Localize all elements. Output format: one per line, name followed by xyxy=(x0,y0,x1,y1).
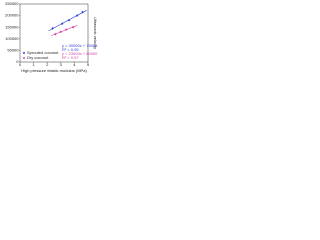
y-axis-label: Ultrasonic velocity xyxy=(93,17,98,49)
legend-label: Sprouted coconut xyxy=(27,50,59,55)
point xyxy=(54,32,57,36)
point xyxy=(71,25,75,29)
y-tick-label: 150000 xyxy=(5,24,19,29)
point xyxy=(64,28,68,31)
x-tick-label: 2 xyxy=(46,62,49,67)
x-axis-label: High pressure elastic modulus (MPa) xyxy=(21,68,87,73)
y-tick-label: 100000 xyxy=(5,36,19,41)
point xyxy=(81,10,84,14)
annotation: y = 23000x + 60000 xyxy=(62,51,98,56)
plot-frame xyxy=(19,3,89,63)
point xyxy=(60,22,64,26)
y-tick-label: 50000 xyxy=(7,47,19,52)
y-tick-label: 200000 xyxy=(5,13,19,18)
y-tick-label: 250000 xyxy=(5,1,19,6)
x-tick-label: 4 xyxy=(73,62,76,67)
legend-marker xyxy=(22,51,26,55)
annotation: R² = 0.97 xyxy=(62,55,79,60)
x-tick-label: 0 xyxy=(19,62,22,67)
x-tick-label: 3 xyxy=(60,62,63,67)
point xyxy=(67,18,71,22)
legend-label: Dry coconut xyxy=(27,55,49,60)
annotation: y = 30000x + 75000 xyxy=(62,43,98,48)
point xyxy=(51,27,54,30)
point xyxy=(75,14,79,17)
fit-line xyxy=(48,10,87,32)
x-tick-label: 1 xyxy=(32,62,35,67)
legend-marker xyxy=(22,56,26,60)
y-tick-label: 0 xyxy=(16,59,19,64)
annotation: R² = 0.95 xyxy=(62,47,79,52)
x-tick-label: 5 xyxy=(87,62,90,67)
point xyxy=(59,30,63,34)
